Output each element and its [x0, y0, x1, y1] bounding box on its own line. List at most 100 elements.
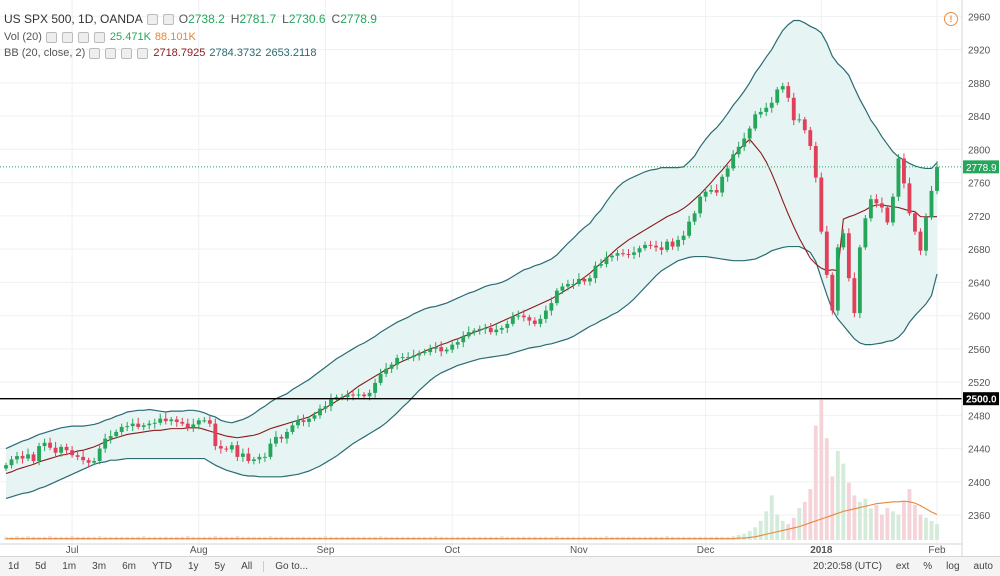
candle: [532, 317, 537, 327]
candle-body: [521, 315, 526, 318]
range-button[interactable]: 5y: [214, 561, 226, 572]
eye-icon[interactable]: [89, 47, 101, 59]
goto-button[interactable]: Go to...: [275, 561, 309, 572]
candle-body: [378, 373, 383, 383]
volume-bar: [797, 508, 802, 540]
candle-body: [15, 456, 19, 460]
candle: [246, 447, 251, 464]
candle-body: [824, 231, 829, 275]
candle: [191, 418, 196, 432]
candle: [736, 141, 741, 158]
range-button[interactable]: 1y: [187, 561, 199, 572]
eye-icon[interactable]: [45, 31, 57, 43]
candle-body: [191, 424, 196, 428]
gear-icon[interactable]: [105, 47, 117, 59]
range-button[interactable]: All: [241, 561, 253, 572]
candle: [202, 416, 207, 423]
candle-body: [477, 328, 482, 331]
volume-bar: [604, 536, 609, 540]
volume-bar: [769, 495, 774, 540]
candle: [207, 416, 212, 427]
candle-body: [681, 235, 686, 240]
candle-body: [835, 247, 840, 311]
clock-alert-icon[interactable]: !: [944, 12, 958, 26]
candle: [643, 241, 647, 251]
candle-body: [64, 446, 69, 451]
range-button[interactable]: 1m: [62, 561, 77, 572]
scale-option[interactable]: ext: [895, 561, 910, 572]
bottom-right-options: 20:20:58 (UTC) ext% log auto: [806, 557, 1000, 576]
candle-body: [554, 290, 559, 304]
candle-body: [417, 352, 422, 356]
add-icon[interactable]: [121, 47, 133, 59]
candle-body: [411, 355, 416, 358]
candle: [323, 401, 328, 413]
candle: [229, 441, 234, 453]
candle-body: [637, 248, 642, 253]
candle-body: [141, 425, 146, 427]
candle-body: [9, 459, 14, 466]
candle-body: [654, 245, 658, 248]
range-button[interactable]: 3m: [92, 561, 107, 572]
gear-icon[interactable]: [61, 31, 73, 43]
volume-label[interactable]: Vol (20): [4, 31, 42, 43]
candle: [9, 456, 14, 469]
bb-upper-value: 2784.3732: [209, 47, 262, 59]
candle-body: [152, 422, 157, 424]
candle: [461, 331, 466, 348]
candle-body: [362, 394, 367, 397]
volume-bar: [791, 517, 796, 540]
candle-body: [736, 146, 741, 155]
candle: [406, 352, 411, 361]
bb-label[interactable]: BB (20, close, 2): [4, 47, 86, 59]
candle-body: [929, 190, 934, 218]
candle: [499, 325, 504, 334]
candle: [477, 325, 482, 335]
scale-option[interactable]: %: [923, 561, 933, 572]
scale-option[interactable]: log: [946, 561, 960, 572]
candle: [290, 421, 295, 435]
range-button[interactable]: YTD: [151, 561, 172, 572]
candle: [780, 82, 785, 93]
candle: [593, 261, 598, 284]
candle: [274, 431, 278, 447]
candle-body: [285, 431, 289, 439]
candle: [4, 462, 8, 472]
candle-body: [802, 119, 807, 131]
volume-bar: [830, 476, 835, 540]
range-button[interactable]: 1d: [8, 561, 20, 572]
symbol-title[interactable]: US SPX 500, 1D, OANDA: [4, 12, 143, 26]
volume-bar: [802, 501, 807, 540]
candle-body: [114, 431, 119, 437]
range-button[interactable]: 6m: [122, 561, 136, 572]
price-chart[interactable]: 2360 2400 2440 2480 2520 2560 2600 2640 2680 2720…: [0, 0, 1000, 556]
candle: [494, 323, 499, 336]
candle: [257, 453, 262, 464]
close-icon[interactable]: [137, 47, 149, 59]
range-button[interactable]: 5d: [35, 561, 47, 572]
candle-body: [758, 111, 763, 115]
volume-bar: [433, 536, 438, 540]
volume-value: 25.471K: [109, 31, 151, 43]
legend-settings-icon[interactable]: [162, 13, 174, 25]
candle-body: [813, 145, 818, 178]
candle-body: [240, 453, 245, 457]
candle: [125, 421, 130, 432]
candle: [714, 184, 719, 196]
close-icon[interactable]: [93, 31, 105, 43]
chart-overlays: [0, 166, 962, 400]
volume-bar: [323, 536, 328, 540]
y-tick-label: 2880: [968, 79, 991, 90]
candle-body: [4, 465, 8, 469]
legend-dropdown-icon[interactable]: [146, 13, 158, 25]
candle-body: [329, 399, 333, 407]
add-icon[interactable]: [77, 31, 89, 43]
candle-body: [274, 436, 278, 444]
volume-bar: [753, 527, 758, 540]
scale-option[interactable]: auto: [973, 561, 993, 572]
volume-bar: [378, 536, 383, 540]
candle: [687, 215, 692, 239]
candle-body: [764, 107, 769, 112]
candle: [549, 297, 554, 316]
candle-body: [163, 418, 168, 422]
